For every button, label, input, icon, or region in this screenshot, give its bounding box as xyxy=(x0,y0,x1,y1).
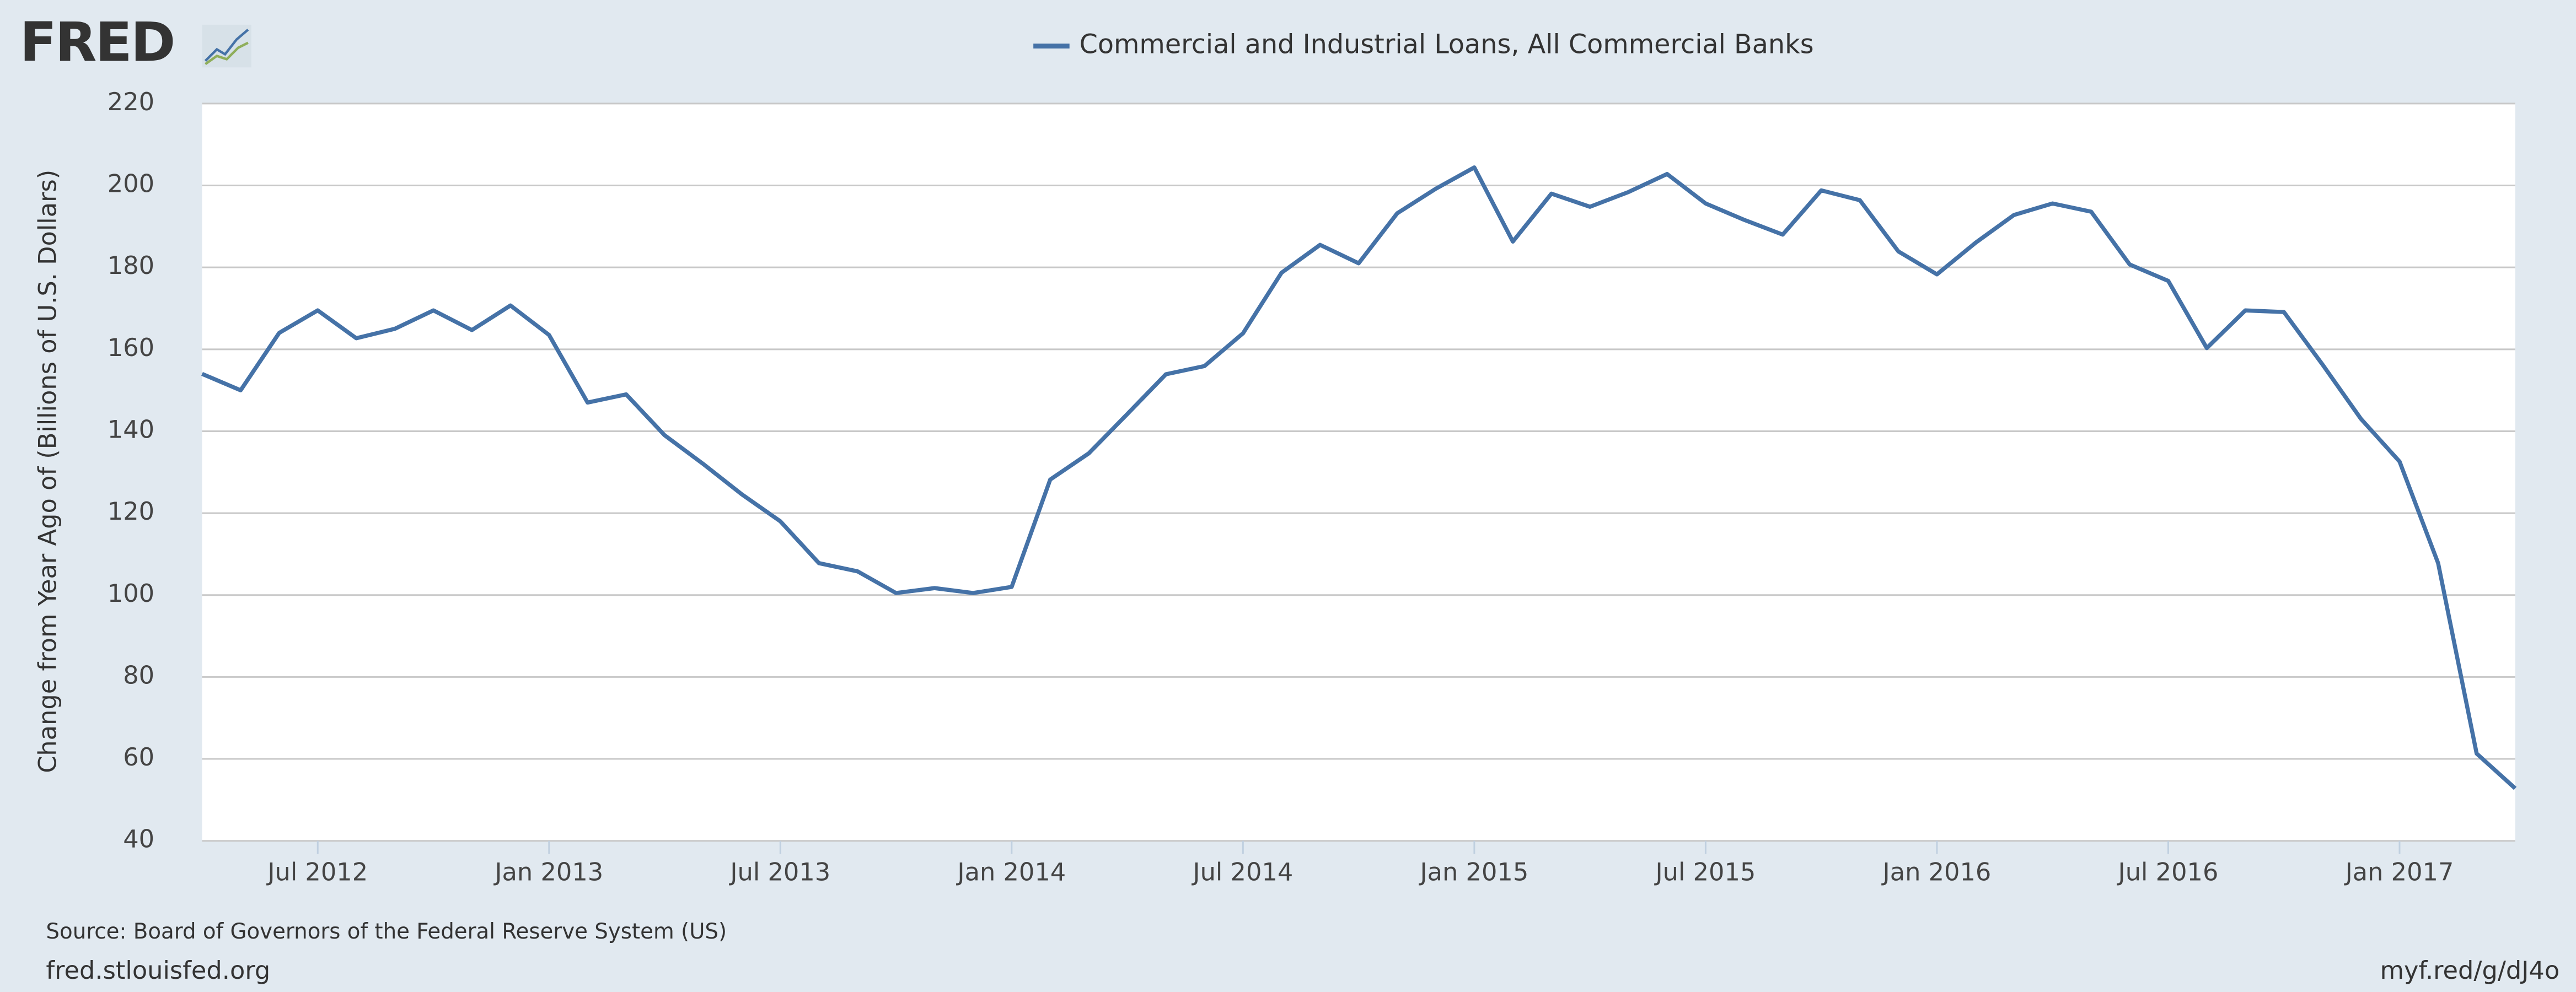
logo-icon xyxy=(202,24,251,68)
x-tick-label: Jul 2014 xyxy=(1191,858,1293,886)
x-tick-label: Jul 2013 xyxy=(728,858,830,886)
x-tick-label: Jan 2016 xyxy=(1881,858,1992,886)
legend-label: Commercial and Industrial Loans, All Com… xyxy=(1080,30,1814,60)
y-tick-label: 140 xyxy=(108,415,154,444)
y-axis-label: Change from Year Ago of (Billions of U.S… xyxy=(33,170,62,773)
short-link: myf.red/g/dJ4o xyxy=(2380,956,2559,985)
y-tick-label: 40 xyxy=(123,825,154,854)
x-tick-label: Jul 2015 xyxy=(1654,858,1756,886)
site: fred.stlouisfed.org xyxy=(46,956,270,985)
x-tick-label: Jul 2012 xyxy=(266,858,368,886)
data-line xyxy=(201,165,2517,790)
y-tick-label: 220 xyxy=(108,88,154,116)
y-tick-label: 160 xyxy=(108,333,154,362)
source: Source: Board of Governors of the Federa… xyxy=(46,919,727,944)
y-tick-label: 180 xyxy=(108,251,154,280)
y-tick-label: 100 xyxy=(108,579,154,608)
x-tick-label: Jan 2013 xyxy=(493,858,603,886)
x-tick-label: Jan 2015 xyxy=(1418,858,1528,886)
y-tick-label: 200 xyxy=(108,170,154,198)
y-tick-label: 80 xyxy=(123,661,154,689)
y-tick-label: 120 xyxy=(108,497,154,526)
plot-area xyxy=(202,103,2515,841)
x-tick-label: Jan 2014 xyxy=(956,858,1066,886)
x-tick-label: Jan 2017 xyxy=(2344,858,2454,886)
y-tick-label: 60 xyxy=(123,743,154,772)
x-tick-label: Jul 2016 xyxy=(2117,858,2219,886)
logo: FRED xyxy=(20,11,174,74)
